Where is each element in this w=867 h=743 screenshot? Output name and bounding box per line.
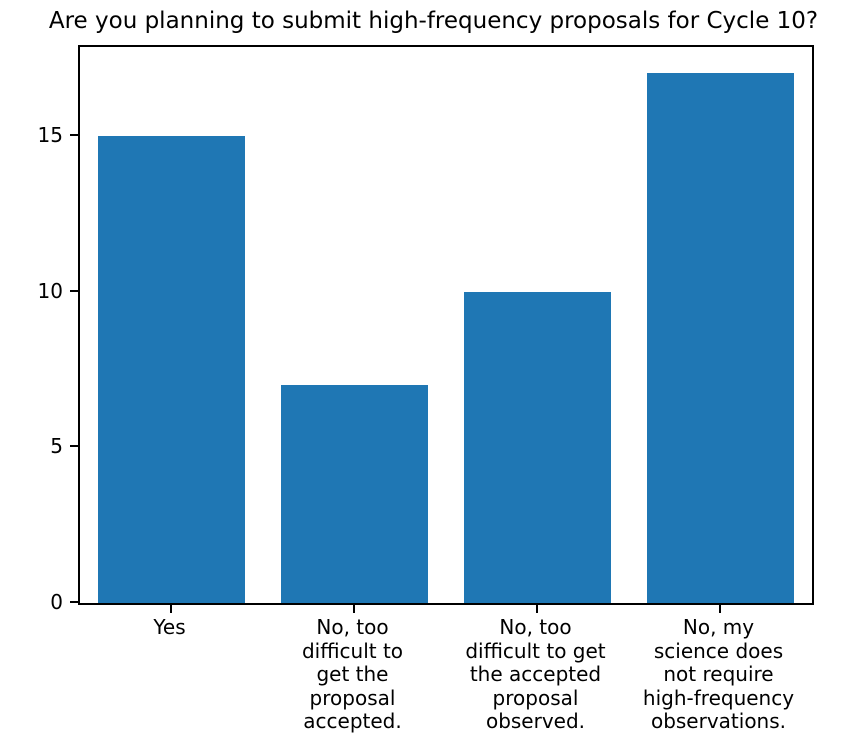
y-tick-mark-1 xyxy=(70,445,78,448)
y-tick-mark-0 xyxy=(70,601,78,603)
y-tick-label-2: 10 xyxy=(37,278,63,303)
chart-title: Are you planning to submit high-frequenc… xyxy=(48,8,819,34)
bar-2 xyxy=(464,291,611,603)
plot-area xyxy=(78,45,814,605)
x-tick-mark-1 xyxy=(352,605,355,613)
y-tick-label-1: 5 xyxy=(50,434,63,459)
bar-0 xyxy=(98,135,245,603)
x-tick-label-1: No, too difficult to get the proposal ac… xyxy=(301,615,404,734)
x-tick-mark-2 xyxy=(535,605,538,613)
bar-3 xyxy=(647,73,794,603)
x-tick-label-2: No, too difficult to get the accepted pr… xyxy=(465,615,606,734)
x-tick-mark-0 xyxy=(169,605,172,613)
y-tick-label-3: 15 xyxy=(37,122,63,147)
y-tick-mark-2 xyxy=(70,289,78,292)
y-tick-mark-3 xyxy=(70,133,78,136)
x-tick-mark-3 xyxy=(718,605,721,613)
x-tick-label-3: No, my science does not require high-fre… xyxy=(642,615,795,734)
x-tick-label-0: Yes xyxy=(153,615,186,639)
y-tick-label-0: 0 xyxy=(50,590,63,614)
bar-1 xyxy=(281,384,428,603)
